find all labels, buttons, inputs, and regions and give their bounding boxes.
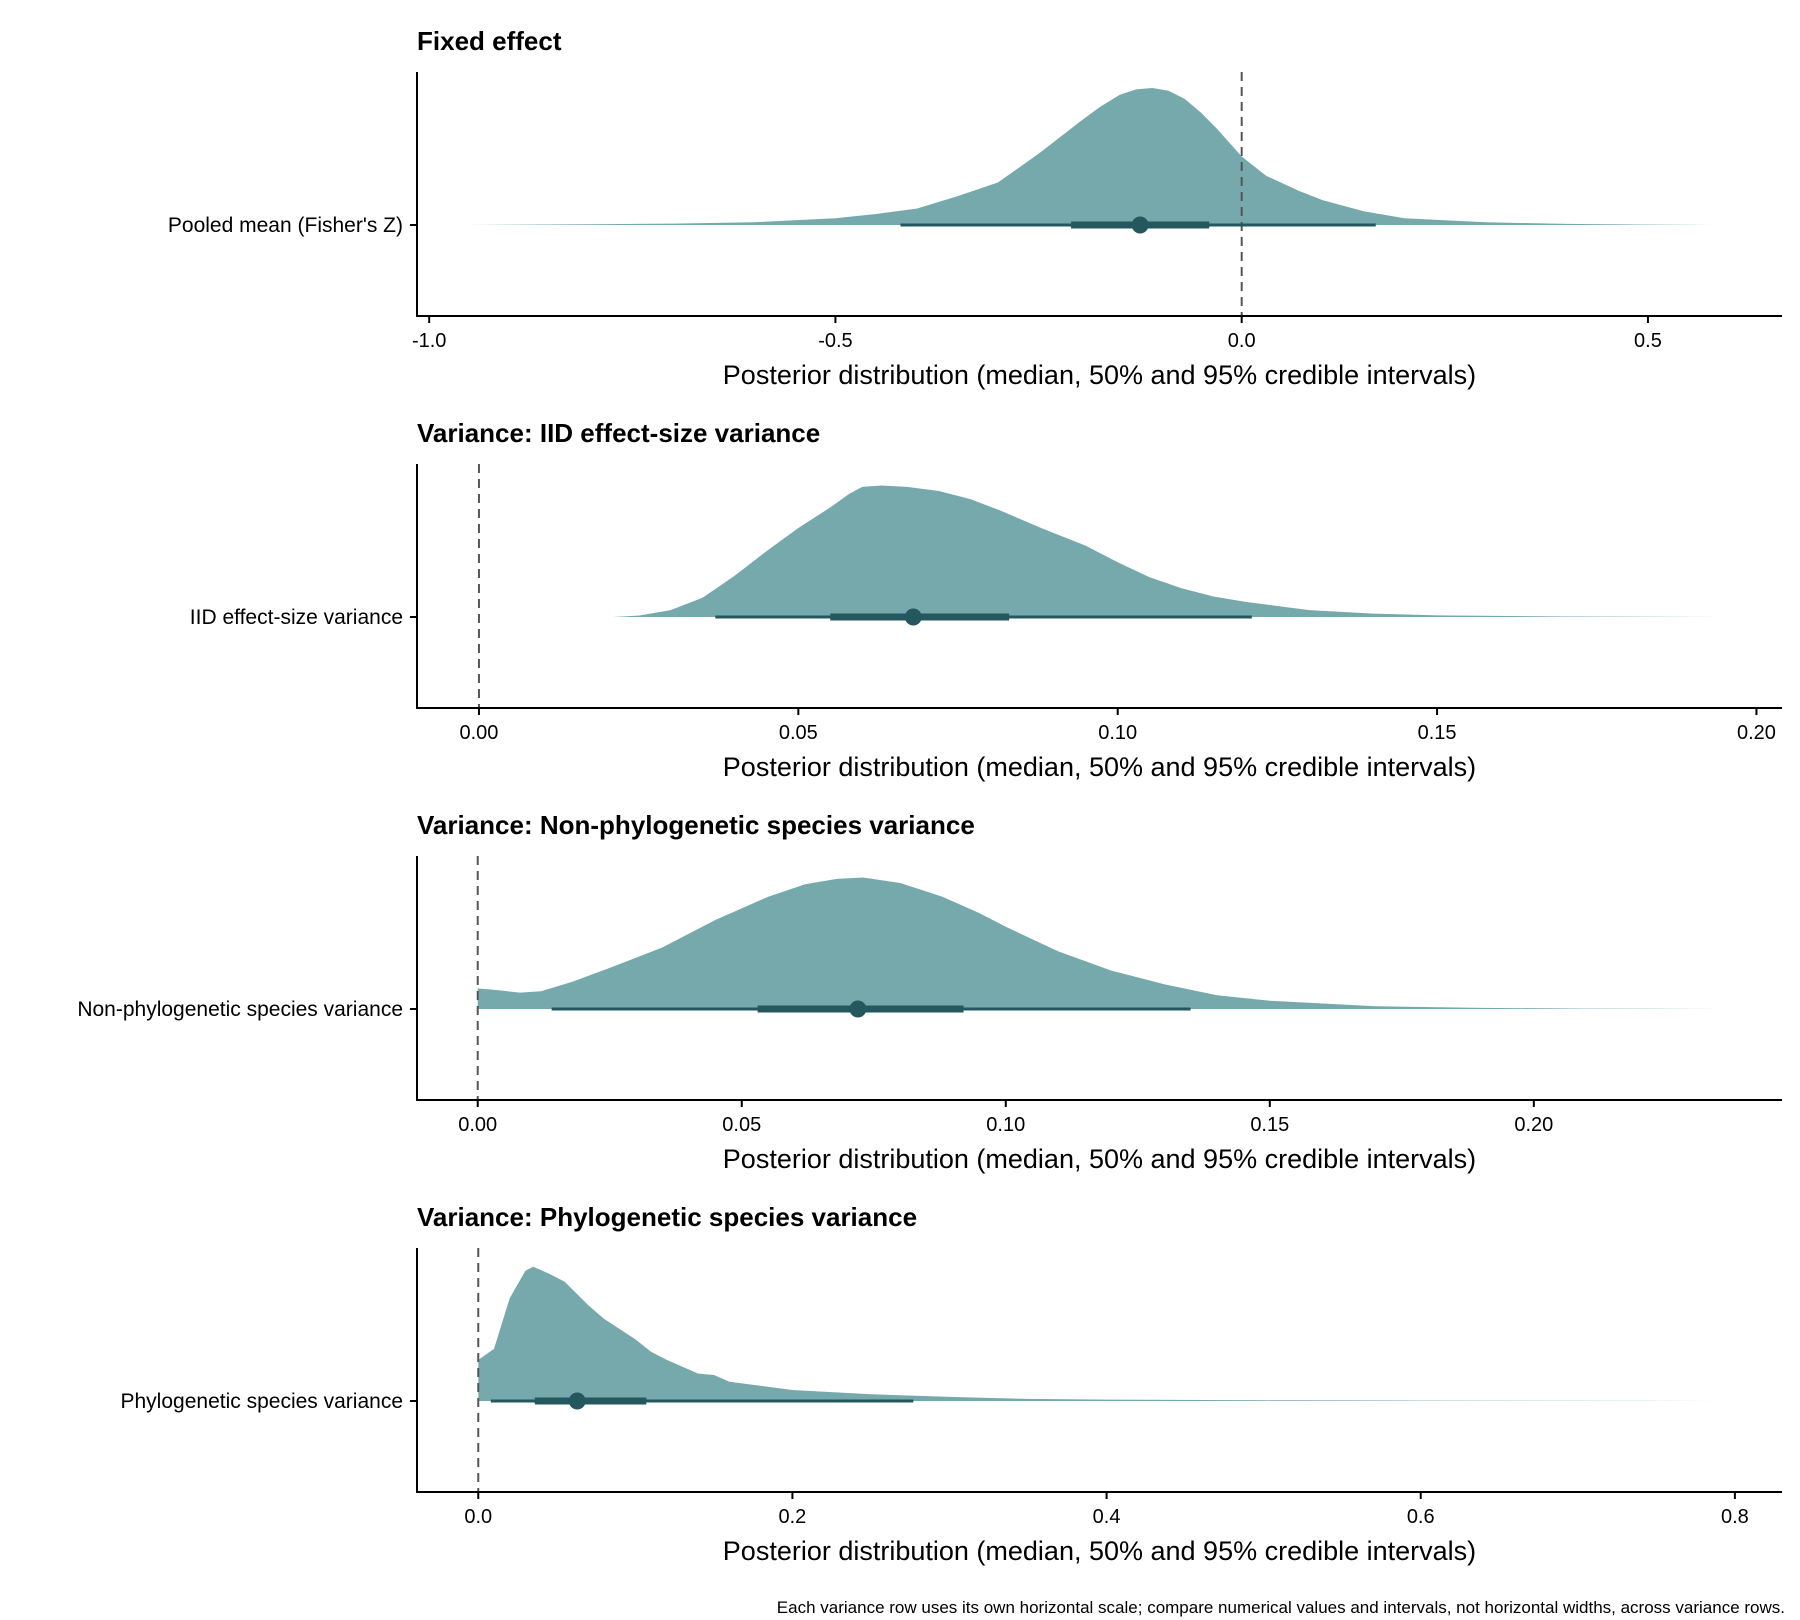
x-axis-title: Posterior distribution (median, 50% and …: [723, 360, 1476, 390]
density-shape: [469, 88, 1713, 225]
density-shape: [613, 485, 1719, 617]
x-tick-label: 0.15: [1250, 1114, 1289, 1136]
panel-1: Fixed effect Pooled mean (Fisher's Z) -1.0…: [168, 26, 1782, 390]
panel-2: Variance: IID effect-size variance IID ef…: [190, 418, 1782, 782]
median-point: [904, 608, 922, 626]
x-tick-label: 0.8: [1721, 1506, 1749, 1528]
x-tick-label: 0.20: [1737, 722, 1776, 744]
panel-title: Variance: Non-phylogenetic species varia…: [417, 810, 975, 840]
x-tick-label: -1.0: [412, 330, 446, 352]
row-label: Phylogenetic species variance: [121, 1390, 404, 1413]
row-label: Non-phylogenetic species variance: [77, 998, 403, 1021]
panels: Fixed effect Pooled mean (Fisher's Z) -1.0…: [77, 26, 1782, 1566]
x-tick-label: 0.20: [1514, 1114, 1553, 1136]
x-tick-label: 0.2: [779, 1506, 807, 1528]
panel-title: Variance: Phylogenetic species variance: [417, 1202, 917, 1232]
panel-4: Variance: Phylogenetic species variance P…: [121, 1202, 1782, 1566]
x-tick-label: 0.00: [459, 722, 498, 744]
x-tick-label: 0.00: [458, 1114, 497, 1136]
footnote: Each variance row uses its own horizonta…: [776, 1598, 1785, 1617]
x-axis-title: Posterior distribution (median, 50% and …: [723, 752, 1476, 782]
x-axis-title: Posterior distribution (median, 50% and …: [723, 1536, 1476, 1566]
x-tick-label: 0.0: [1228, 330, 1256, 352]
median-point: [568, 1392, 586, 1410]
panel-title: Fixed effect: [417, 26, 562, 56]
row-label: Pooled mean (Fisher's Z): [168, 214, 403, 237]
panel-3: Variance: Non-phylogenetic species varia…: [77, 810, 1782, 1174]
x-tick-label: 0.10: [1098, 722, 1137, 744]
x-tick-label: 0.0: [464, 1506, 492, 1528]
x-tick-label: 0.10: [986, 1114, 1025, 1136]
x-tick-label: 0.05: [779, 722, 818, 744]
x-tick-label: 0.4: [1093, 1506, 1121, 1528]
median-point: [849, 1000, 867, 1018]
median-point: [1131, 216, 1149, 234]
x-tick-label: 0.6: [1407, 1506, 1435, 1528]
x-tick-label: -0.5: [818, 330, 852, 352]
x-tick-label: 0.15: [1418, 722, 1457, 744]
row-label: IID effect-size variance: [190, 606, 403, 629]
x-tick-label: 0.05: [722, 1114, 761, 1136]
x-tick-label: 0.5: [1634, 330, 1662, 352]
x-axis-title: Posterior distribution (median, 50% and …: [723, 1144, 1476, 1174]
density-shape: [477, 877, 1719, 1009]
density-shape: [478, 1266, 1720, 1401]
panel-title: Variance: IID effect-size variance: [417, 418, 820, 448]
